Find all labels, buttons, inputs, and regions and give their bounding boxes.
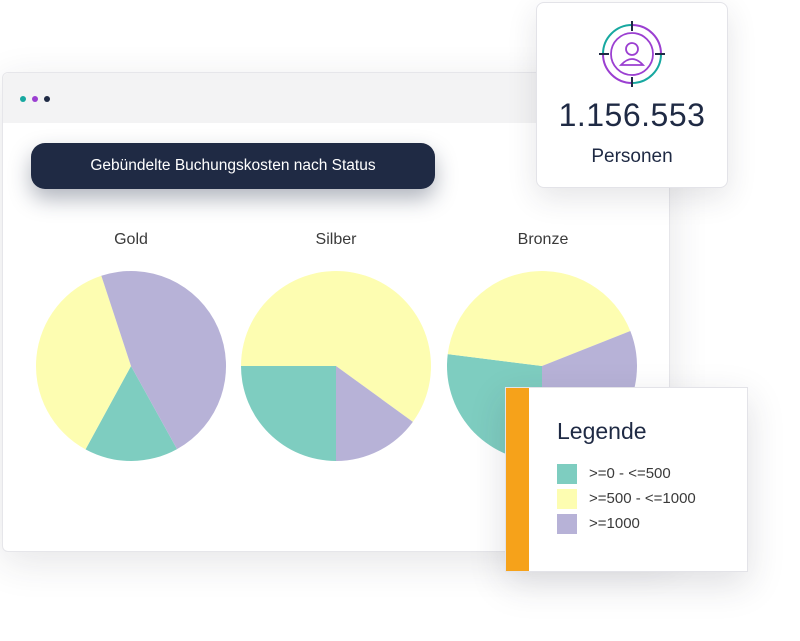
legend-swatch — [557, 464, 577, 484]
window-dot-teal — [20, 96, 26, 102]
legend-item-label: >=1000 — [589, 515, 640, 532]
pie-chart-gold — [35, 270, 227, 462]
legend-item-label: >=500 - <=1000 — [589, 490, 696, 507]
window-dot-navy — [44, 96, 50, 102]
pie-slice-gold-1 — [35, 275, 131, 450]
legend-swatch — [557, 514, 577, 534]
persons-stat-card: 1.156.553 Personen — [536, 2, 728, 188]
pie-slice-silber-2 — [336, 366, 413, 461]
pie-slice-silber-1 — [241, 271, 431, 422]
legend-swatch — [557, 489, 577, 509]
legend-item-label: >=0 - <=500 — [589, 465, 671, 482]
persons-label: Personen — [591, 146, 673, 167]
chart-title-pill: Gebündelte Buchungskosten nach Status — [31, 143, 435, 189]
pie-title-silber: Silber — [315, 231, 357, 248]
pie-slice-gold-0 — [85, 366, 178, 462]
persons-count: 1.156.553 — [558, 97, 706, 133]
pie-slice-silber-0 — [241, 366, 336, 461]
legend-accent-bar — [506, 388, 529, 571]
pie-slice-bronze-1 — [447, 270, 631, 366]
legend-title: Legende — [557, 418, 647, 444]
pie-chart-silber — [241, 271, 431, 461]
user-target-icon — [599, 21, 665, 87]
pie-title-gold: Gold — [114, 231, 148, 248]
legend-card: Legende >=0 - <=500 >=500 - <=1000 >=100… — [505, 387, 748, 572]
pie-title-bronze: Bronze — [517, 231, 569, 248]
pie-slice-gold-2 — [101, 270, 227, 450]
window-dot-purple — [32, 96, 38, 102]
